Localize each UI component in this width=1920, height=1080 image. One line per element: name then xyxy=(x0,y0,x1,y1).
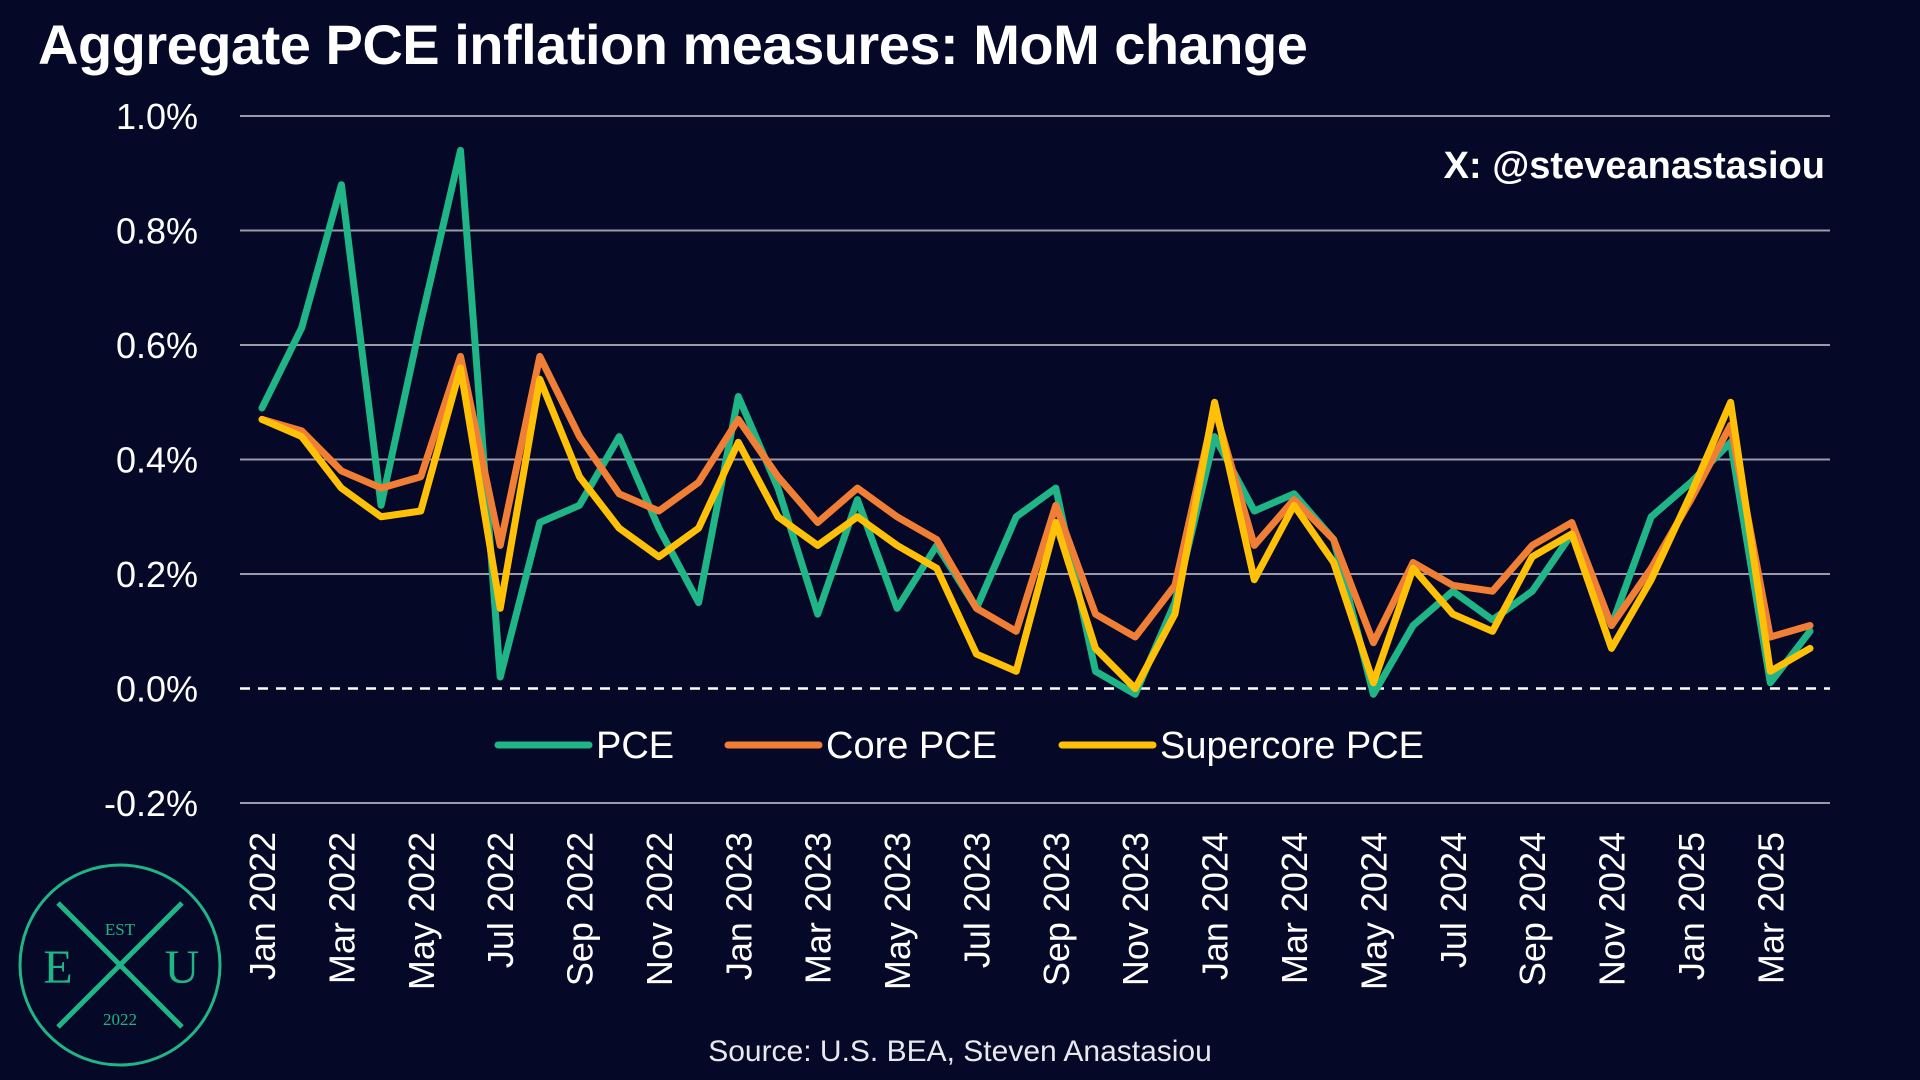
legend-label: Supercore PCE xyxy=(1160,725,1424,767)
y-tick-label: 0.2% xyxy=(116,554,198,595)
y-axis-ticks: -0.2% 0.0% 0.2% 0.4% 0.6% 0.8% 1.0% xyxy=(104,96,198,824)
x-tick-label: Jan 2024 xyxy=(1195,832,1236,980)
x-tick-label: Jan 2022 xyxy=(242,832,283,980)
y-tick-label: 0.4% xyxy=(116,440,198,481)
logo-letter-e: E xyxy=(43,941,72,994)
x-axis-ticks: Jan 2022 Mar 2022 May 2022 Jul 2022 Sep 2022… xyxy=(242,832,1791,990)
x-tick-label: Mar 2023 xyxy=(798,832,839,984)
series-line-core-pce xyxy=(258,352,1814,647)
x-tick-label: May 2024 xyxy=(1353,832,1394,990)
source-note: Source: U.S. BEA, Steven Anastasiou xyxy=(708,1035,1212,1068)
eu-logo: EST E U 2022 xyxy=(18,863,222,1067)
chart-title: Aggregate PCE inflation measures: MoM ch… xyxy=(38,13,1308,76)
y-tick-label: 0.6% xyxy=(116,325,198,366)
x-tick-label: Jan 2023 xyxy=(718,832,759,980)
x-tick-label: Nov 2022 xyxy=(639,832,680,986)
y-tick-label: -0.2% xyxy=(104,783,198,824)
series-lines xyxy=(258,146,1814,698)
logo-cross-b xyxy=(56,901,184,1029)
logo-ring xyxy=(18,863,222,1067)
x-tick-label: Nov 2024 xyxy=(1592,832,1633,986)
x-tick-label: Jan 2025 xyxy=(1671,832,1712,980)
logo-est-text: EST xyxy=(105,920,136,939)
legend-label: Core PCE xyxy=(826,725,997,767)
x-tick-label: Mar 2022 xyxy=(321,832,362,984)
x-tick-label: Jul 2024 xyxy=(1433,832,1474,968)
x-tick-label: Sep 2024 xyxy=(1512,832,1553,986)
legend-label: PCE xyxy=(596,725,674,767)
social-handle: X: @steveanastasiou xyxy=(1443,145,1825,187)
series-line-supercore-pce xyxy=(258,364,1814,692)
x-tick-label: Sep 2022 xyxy=(560,832,601,986)
x-tick-label: May 2023 xyxy=(877,832,918,990)
x-tick-label: May 2022 xyxy=(401,832,442,990)
logo-year-text: 2022 xyxy=(103,1010,137,1029)
x-tick-label: Nov 2023 xyxy=(1115,832,1156,986)
legend: PCE Core PCE Supercore PCE xyxy=(494,725,1424,767)
series-line-pce xyxy=(258,146,1814,698)
x-tick-label: Jul 2023 xyxy=(956,832,997,968)
y-tick-label: 0.0% xyxy=(116,669,198,710)
x-tick-label: Sep 2023 xyxy=(1036,832,1077,986)
x-tick-label: Mar 2024 xyxy=(1274,832,1315,984)
y-tick-label: 0.8% xyxy=(116,211,198,252)
x-tick-label: Mar 2025 xyxy=(1750,832,1791,984)
x-tick-label: Jul 2022 xyxy=(480,832,521,968)
y-tick-label: 1.0% xyxy=(116,96,198,137)
logo-letter-u: U xyxy=(165,941,200,994)
